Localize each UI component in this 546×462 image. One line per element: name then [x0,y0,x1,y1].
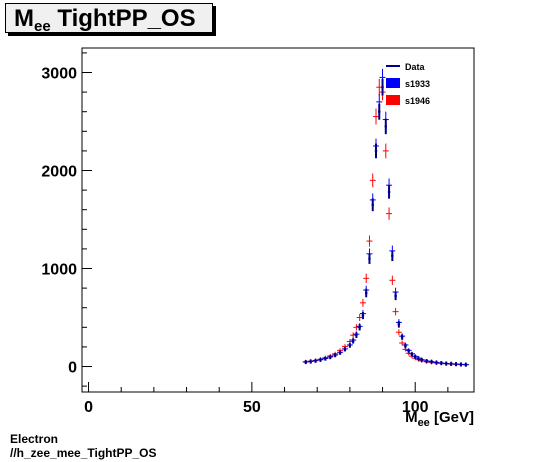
data-point-data [333,353,337,358]
y-tick-label: 0 [68,360,77,377]
data-point-data [329,355,332,360]
data-point-data [464,362,468,367]
data-point-data [338,350,342,355]
data-point-s1946 [386,207,393,220]
data-point-s1946 [392,307,399,316]
data-point-data [324,356,327,361]
data-point-data [449,361,453,366]
data-point-s1946 [366,235,373,247]
legend: Data s1933 s1946 [386,62,430,106]
data-point-data [430,359,433,364]
data-point-data [400,334,404,340]
data-point-data [394,291,397,301]
x-tick-label: 50 [243,399,261,416]
legend-box-s1946 [386,95,400,105]
data-point-data [361,311,365,320]
plot-frame [81,47,475,393]
y-tick-label: 3000 [41,66,77,83]
y-tick-label: 2000 [41,164,77,181]
plot-title: Mee TightPP_OS [14,5,196,35]
data-point-data [343,347,347,352]
data-point-data [374,143,378,159]
series-data [304,78,468,367]
footer-histogram-path: //h_zee_mee_TightPP_OS [10,446,157,460]
data-point-s1946 [353,324,360,331]
data-point-s1946 [369,173,376,188]
data-point-data [445,361,448,366]
plot-frame-rect [81,47,475,393]
data-point-data [440,361,443,366]
data-point-data [387,185,391,199]
data-point-data [368,253,371,264]
data-point-data [404,343,407,349]
data-point-data [414,354,417,359]
x-axis-title: Mee [GeV] [405,409,474,429]
data-point-data [397,321,401,328]
data-point-data [384,118,387,135]
data-point-s1946 [389,275,396,285]
legend-label-s1946: s1946 [405,96,430,106]
data-point-data [435,360,438,365]
data-point-s1946 [350,332,357,338]
data-point-data [309,359,312,364]
legend-label-data: Data [405,62,426,72]
data-point-data [378,103,381,120]
data-point-data [355,332,358,338]
data-point-data [351,338,355,344]
data-point-data [391,250,394,262]
legend-box-s1933 [386,78,400,88]
data-point-data [425,359,428,364]
axis-ticks [82,52,449,392]
data-point-s1946 [373,108,379,125]
data-point-data [459,362,463,367]
data-point-s1946 [356,314,363,322]
data-marks [302,68,469,367]
data-point-data [319,357,322,362]
x-tick-label: 100 [402,399,429,416]
data-point-s1946 [382,143,389,159]
data-point-data [407,348,410,353]
data-point-data [371,198,374,212]
legend-label-s1933: s1933 [405,79,430,89]
data-point-data [304,360,307,365]
data-point-s1946 [395,329,402,336]
data-point-s1946 [376,78,383,96]
data-point-data [365,288,368,298]
y-tick-label: 1000 [41,262,77,279]
data-point-data [454,362,458,367]
title-box: Mee TightPP_OS [5,3,213,35]
data-point-data [314,358,317,363]
footer-label: Electron [10,432,59,446]
data-point-s1946 [399,340,406,346]
series-s1933 [302,68,469,367]
data-point-data [417,356,420,361]
data-point-data [420,357,423,362]
x-tick-label: 0 [84,399,93,416]
data-point-data [348,343,352,348]
data-point-data [358,324,361,331]
data-point-data [381,78,384,96]
data-point-data [410,352,414,357]
data-point-s1946 [359,298,366,307]
data-point-s1946 [363,273,370,284]
